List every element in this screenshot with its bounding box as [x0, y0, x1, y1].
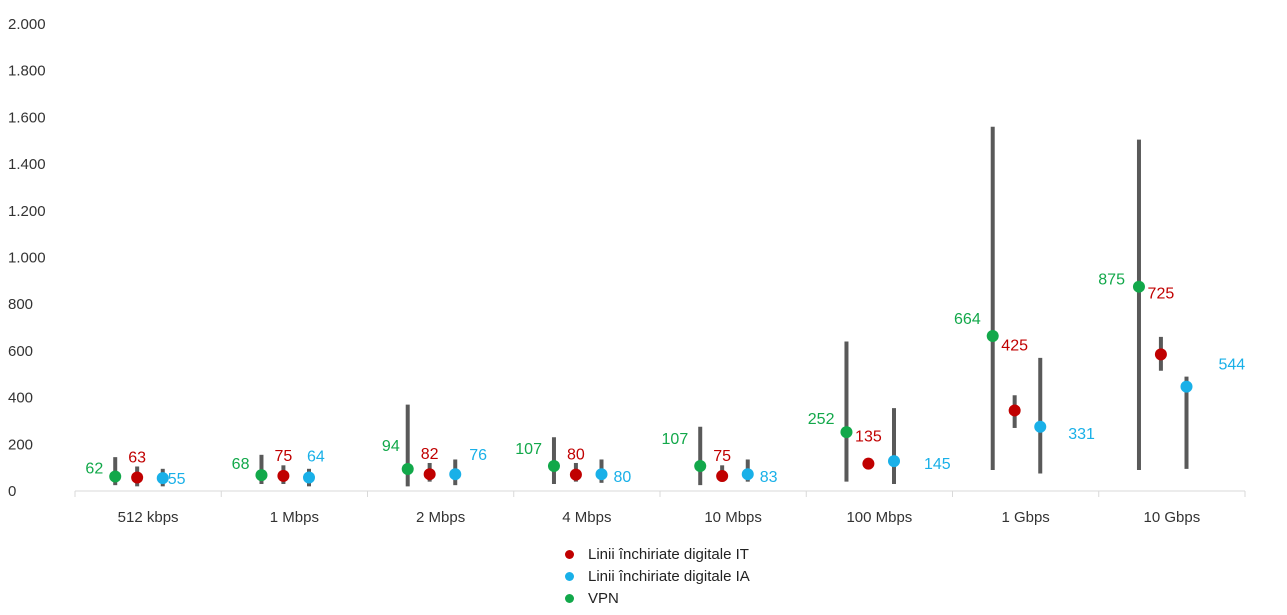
data-label: 664: [954, 311, 981, 328]
y-tick-label: 400: [8, 390, 33, 407]
data-point: [423, 468, 436, 481]
data-point: [277, 469, 290, 482]
data-point: [1034, 420, 1047, 433]
y-tick-label: 1.400: [8, 156, 46, 173]
legend-label-it: Linii închiriate digitale IT: [588, 545, 749, 563]
legend-marker-vpn: [565, 593, 574, 603]
data-label: 252: [808, 411, 835, 428]
y-tick-label: 600: [8, 343, 33, 360]
x-tick-label: 100 Mbps: [846, 509, 912, 526]
data-point: [1132, 280, 1145, 293]
x-tick-label: 1 Mbps: [270, 509, 319, 526]
y-tick-label: 2.000: [8, 16, 46, 33]
data-label: 62: [85, 461, 103, 478]
legend-marker-it: [565, 549, 574, 559]
legend-marker-ia: [565, 571, 574, 581]
data-point: [401, 463, 414, 476]
y-tick-label: 1.000: [8, 250, 46, 267]
data-label: 107: [662, 431, 689, 448]
x-tick-label: 1 Gbps: [1001, 509, 1049, 526]
legend-label-vpn: VPN: [588, 589, 619, 607]
data-point: [1180, 380, 1193, 393]
legend-item-vpn: VPN: [565, 587, 750, 609]
y-tick-label: 200: [8, 436, 33, 453]
y-tick-label: 800: [8, 296, 33, 313]
data-label: 425: [1001, 337, 1028, 354]
y-tick-label: 1.200: [8, 203, 46, 220]
data-point: [716, 470, 729, 483]
chart-plot: 0 200 400 600 800 1.000 1.200 1.400 1.600 1.800 2.…: [8, 16, 1246, 526]
data-label: 875: [1098, 272, 1125, 289]
data-label: 82: [421, 446, 439, 463]
data-label: 145: [924, 456, 951, 473]
data-point: [255, 469, 268, 482]
data-label: 64: [307, 448, 325, 465]
data-label: 55: [168, 471, 186, 488]
y-tick-label: 0: [8, 483, 16, 500]
x-tick-label: 4 Mbps: [562, 509, 611, 526]
data-label: 68: [232, 456, 250, 473]
data-point: [303, 471, 315, 484]
data-point: [741, 468, 754, 481]
x-tick-label: 2 Mbps: [416, 509, 465, 526]
x-tick-label: 512 kbps: [118, 509, 179, 526]
data-label: 83: [760, 469, 778, 486]
data-label: 94: [382, 438, 400, 455]
data-label: 75: [713, 448, 731, 465]
data-point: [862, 457, 875, 470]
data-label: 63: [128, 449, 146, 466]
data-label: 80: [614, 469, 632, 486]
data-label: 76: [469, 447, 487, 464]
chart-legend: Linii închiriate digitale IT Linii închi…: [565, 543, 750, 609]
data-point: [131, 471, 144, 484]
data-point: [888, 455, 900, 468]
x-tick-label: 10 Mbps: [704, 509, 762, 526]
legend-label-ia: Linii închiriate digitale IA: [588, 567, 750, 585]
legend-item-ia: Linii închiriate digitale IA: [565, 565, 750, 587]
data-point: [986, 329, 999, 342]
x-tick-label: 10 Gbps: [1144, 509, 1201, 526]
data-point: [1008, 404, 1021, 417]
data-label: 331: [1068, 426, 1095, 443]
data-point: [449, 468, 462, 481]
data-point: [694, 460, 707, 473]
data-point: [840, 426, 853, 439]
data-point: [569, 468, 582, 481]
y-tick-label: 1.600: [8, 109, 46, 126]
data-label: 75: [275, 448, 293, 465]
data-point: [1154, 348, 1167, 361]
data-label: 544: [1219, 357, 1246, 374]
data-label: 107: [515, 441, 542, 458]
data-label: 135: [855, 429, 882, 446]
data-point: [109, 470, 122, 483]
legend-item-it: Linii închiriate digitale IT: [565, 543, 750, 565]
data-point: [547, 460, 560, 473]
data-point: [156, 472, 169, 485]
data-label: 725: [1148, 285, 1175, 302]
data-label: 80: [567, 447, 585, 464]
y-tick-label: 1.800: [8, 63, 46, 80]
data-point: [595, 468, 608, 481]
